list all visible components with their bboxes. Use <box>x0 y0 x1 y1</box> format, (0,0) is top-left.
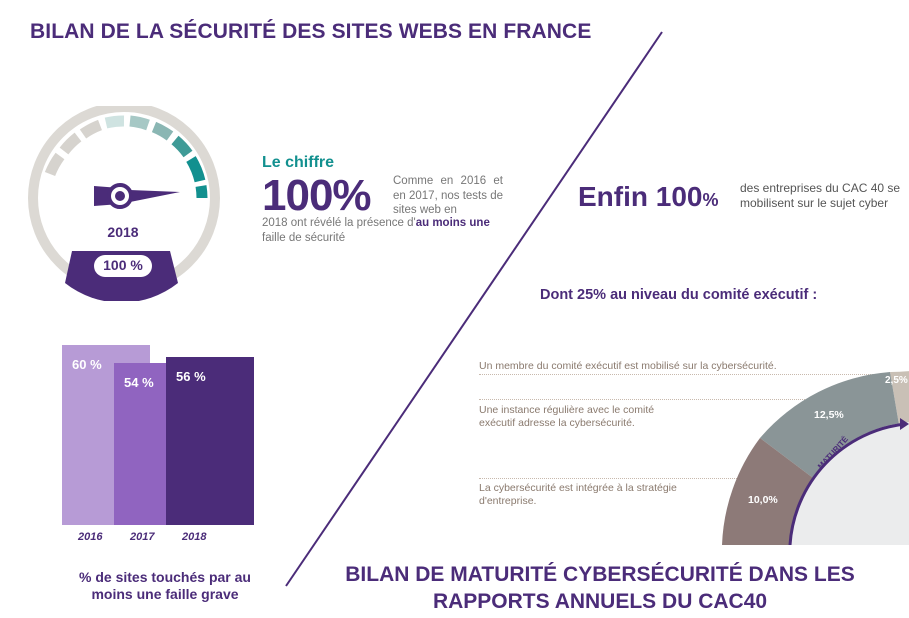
statement-2-line <box>479 399 809 400</box>
gauge-chart <box>28 106 220 301</box>
footer-title: BILAN DE MATURITÉ CYBERSÉCURITÉ DANS LES… <box>320 561 880 615</box>
gauge-value-label: 100 % <box>103 257 143 273</box>
chiffre-desc-bold: au moins une <box>415 217 490 229</box>
chiffre-desc-bottom: 2018 ont révélé la présence d'au moins u… <box>262 216 506 245</box>
statement-3-line <box>479 478 789 479</box>
bar-value-2017: 54 % <box>124 375 154 390</box>
maturity-inner <box>790 422 909 545</box>
gauge-year: 2018 <box>107 224 139 240</box>
gauge-needle <box>130 190 180 202</box>
bar-year-2016: 2016 <box>78 531 103 543</box>
maturity-arc-chart <box>722 371 909 545</box>
gauge-segments <box>44 115 208 199</box>
chiffre-desc-right: Comme en 2016 et en 2017, nos tests de s… <box>393 175 503 216</box>
bar-value-2016: 60 % <box>72 357 102 372</box>
bar-chart: 60 % 2016 54 % 2017 56 % 2018 <box>60 345 260 545</box>
chiffre-desc-pre: 2018 ont révélé la présence d' <box>262 217 416 229</box>
cac40-dont-line: Dont 25% au niveau du comité exécutif : <box>540 287 818 303</box>
maturity-arrow <box>788 422 906 545</box>
cac40-enfin-pct: % <box>702 190 719 210</box>
footer-title-line2: RAPPORTS ANNUELS DU CAC40 <box>432 590 768 613</box>
statement-1: Un membre du comité exécutif est mobilis… <box>479 360 777 372</box>
cac40-enfin-prefix: Enfin <box>578 181 648 212</box>
statement-3: La cybersécurité est intégrée à la strat… <box>479 482 677 507</box>
bar-year-2017: 2017 <box>130 531 155 543</box>
statement-1-line <box>479 374 879 375</box>
chiffre-label: Le chiffre <box>262 154 335 171</box>
cac40-headline: Enfin 100% <box>578 181 719 213</box>
page-title: BILAN DE LA SÉCURITÉ DES SITES WEBS EN F… <box>30 20 592 43</box>
cac40-desc: des entreprises du CAC 40 se mobilisent … <box>740 181 901 210</box>
chiffre-desc-post: faille de sécurité <box>262 231 346 244</box>
arc-label-mid: 12,5% <box>814 409 844 421</box>
chiffre-value: 100% <box>262 171 372 220</box>
bar-value-2018: 56 % <box>176 369 206 384</box>
arc-label-top: 2,5% <box>885 375 908 386</box>
cac40-enfin-value: 100 <box>655 181 703 212</box>
bar-2018 <box>166 357 254 525</box>
bar-chart-caption: % de sites touchés par au moins une fail… <box>79 569 251 602</box>
arc-label-low: 10,0% <box>748 494 778 506</box>
statement-2: Une instance régulière avec le comité ex… <box>479 404 655 429</box>
footer-title-line1: BILAN DE MATURITÉ CYBERSÉCURITÉ DANS LES <box>345 563 855 586</box>
bar-year-2018: 2018 <box>182 531 207 543</box>
